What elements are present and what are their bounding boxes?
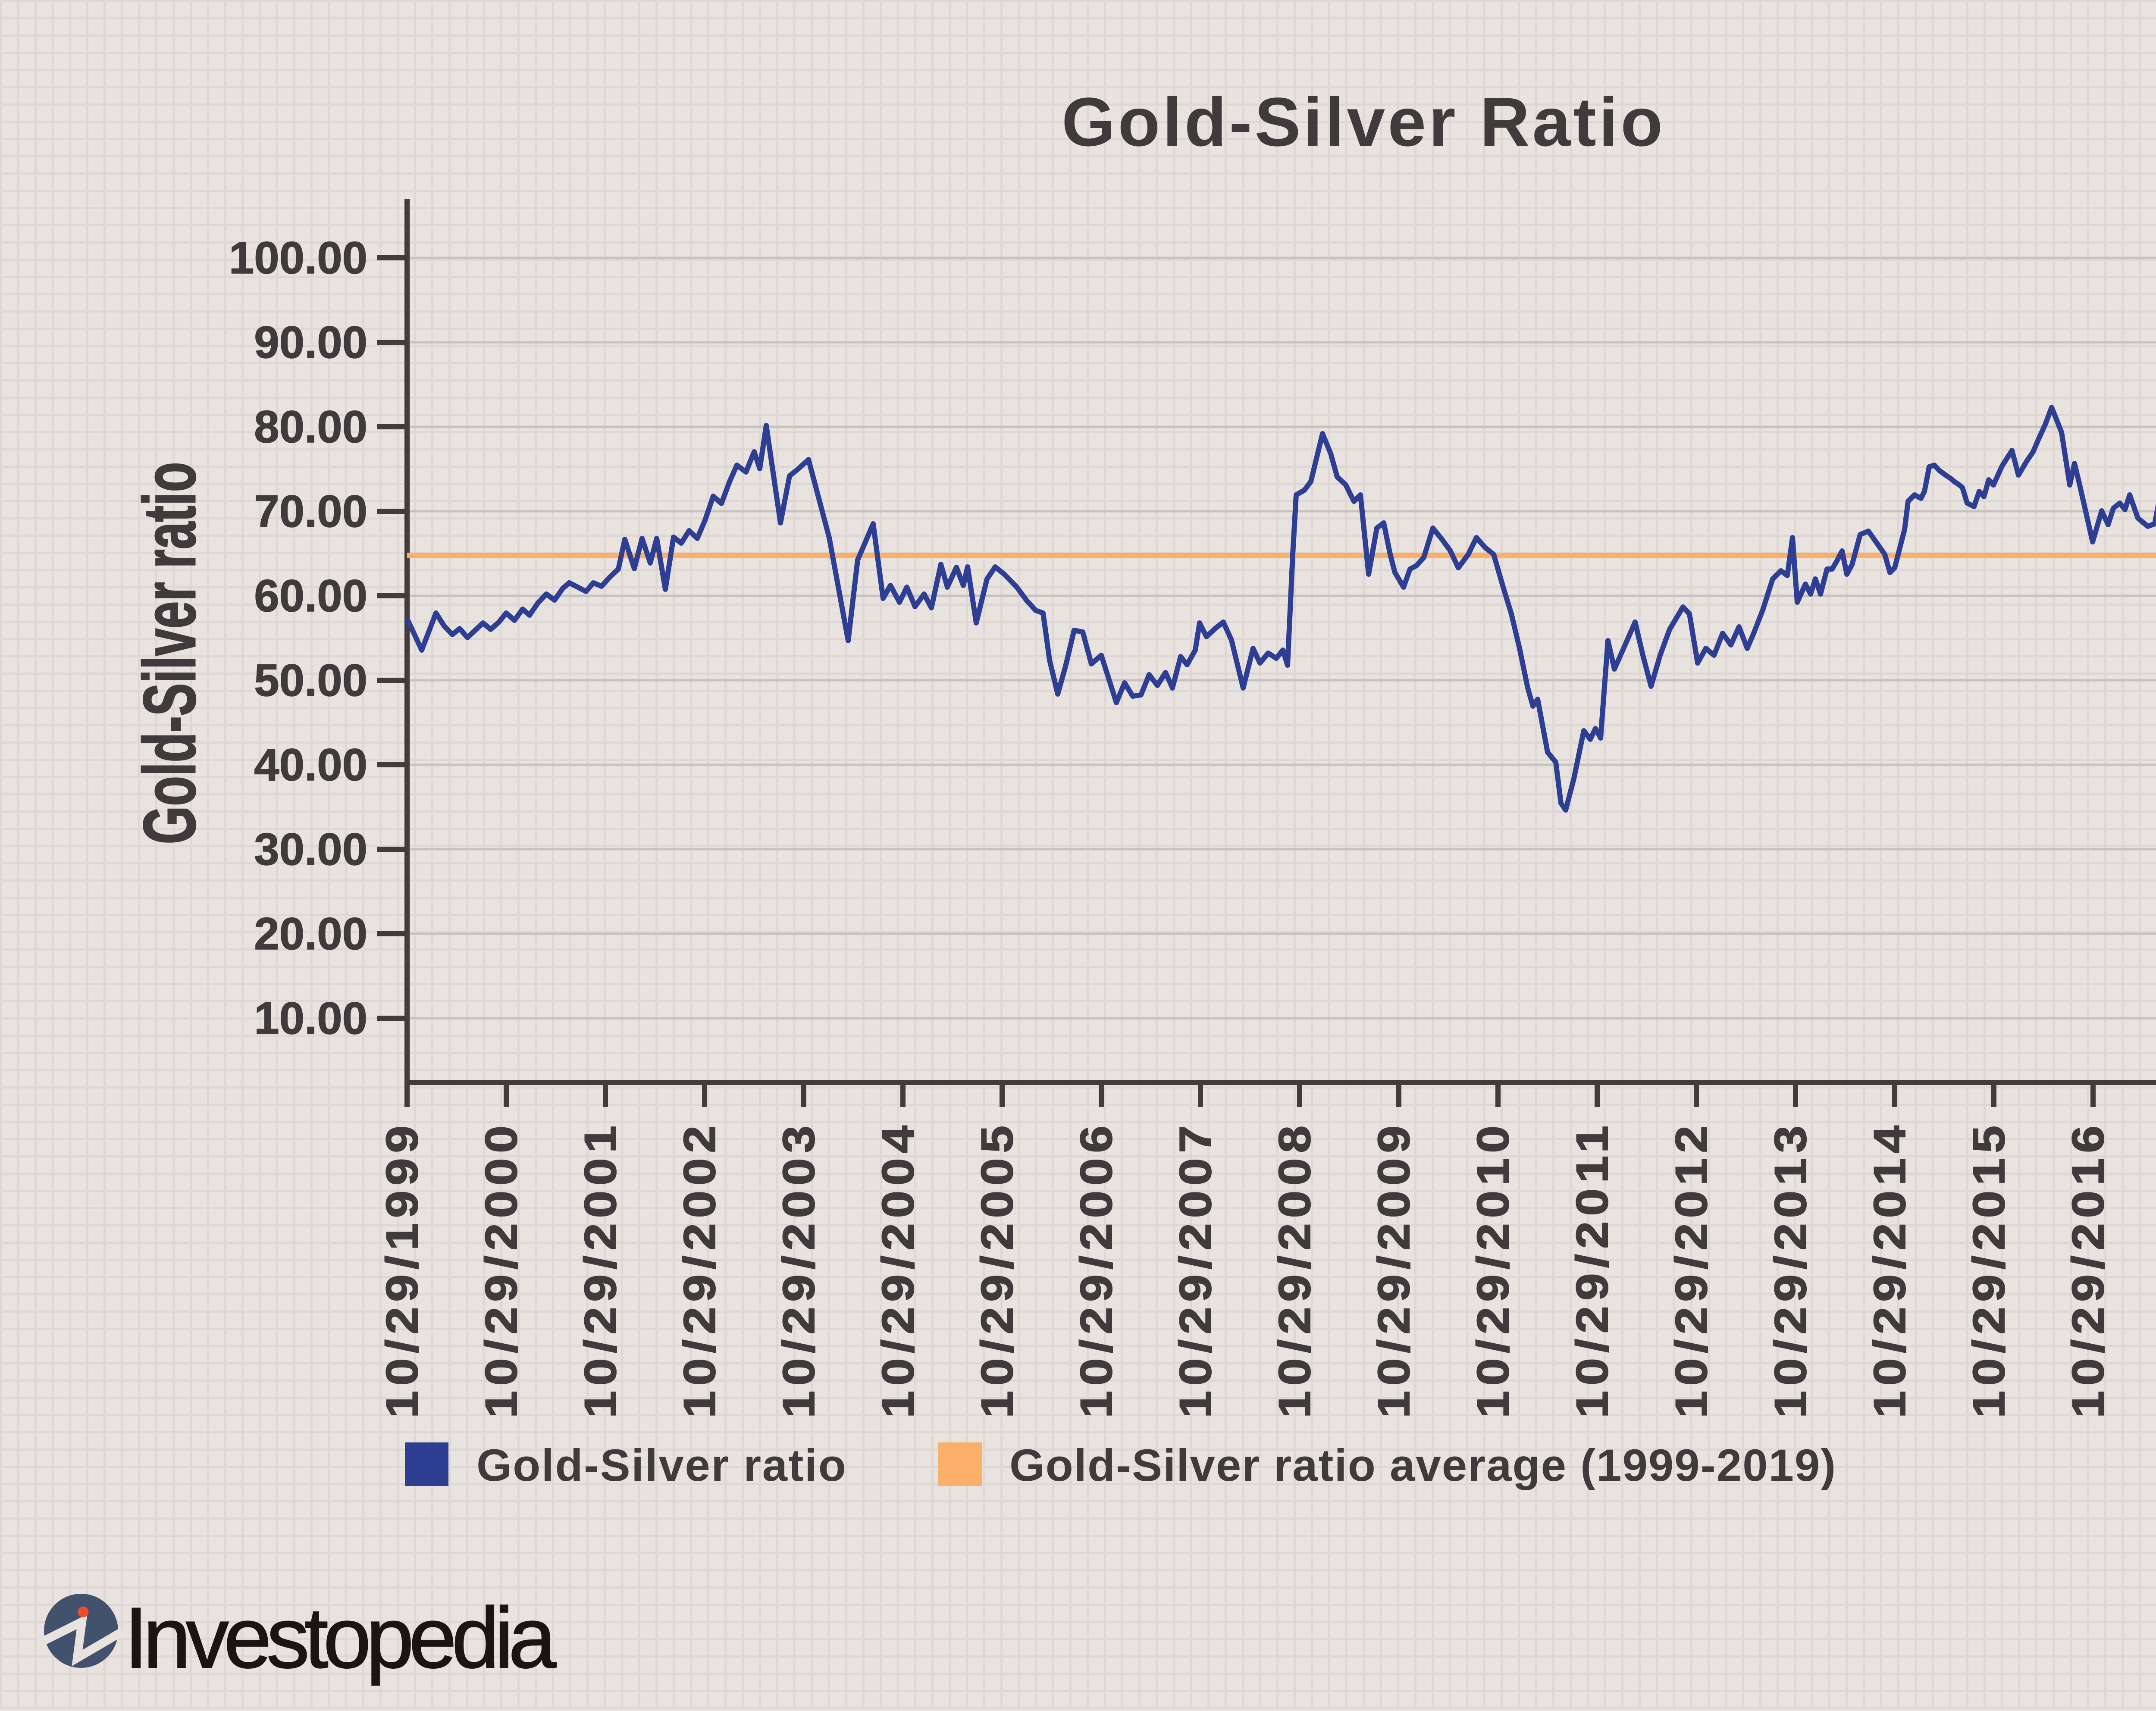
svg-text:Gold-Silver ratio average (199: Gold-Silver ratio average (1999-2019) xyxy=(1009,1440,1836,1491)
svg-text:70.00: 70.00 xyxy=(254,486,367,537)
svg-text:20.00: 20.00 xyxy=(254,909,367,959)
svg-text:30.00: 30.00 xyxy=(254,824,367,875)
svg-text:40.00: 40.00 xyxy=(254,740,367,790)
svg-text:80.00: 80.00 xyxy=(254,402,367,452)
svg-text:60.00: 60.00 xyxy=(254,571,367,621)
svg-text:Gold-Silver ratio: Gold-Silver ratio xyxy=(128,462,211,845)
svg-text:Gold-Silver ratio: Gold-Silver ratio xyxy=(476,1440,847,1491)
svg-text:Investopedia: Investopedia xyxy=(124,1590,557,1686)
svg-text:90.00: 90.00 xyxy=(254,317,367,368)
svg-text:50.00: 50.00 xyxy=(254,655,367,706)
svg-text:10.00: 10.00 xyxy=(254,993,367,1044)
svg-text:Gold-Silver Ratio: Gold-Silver Ratio xyxy=(1062,83,1665,160)
svg-text:100.00: 100.00 xyxy=(229,233,367,283)
